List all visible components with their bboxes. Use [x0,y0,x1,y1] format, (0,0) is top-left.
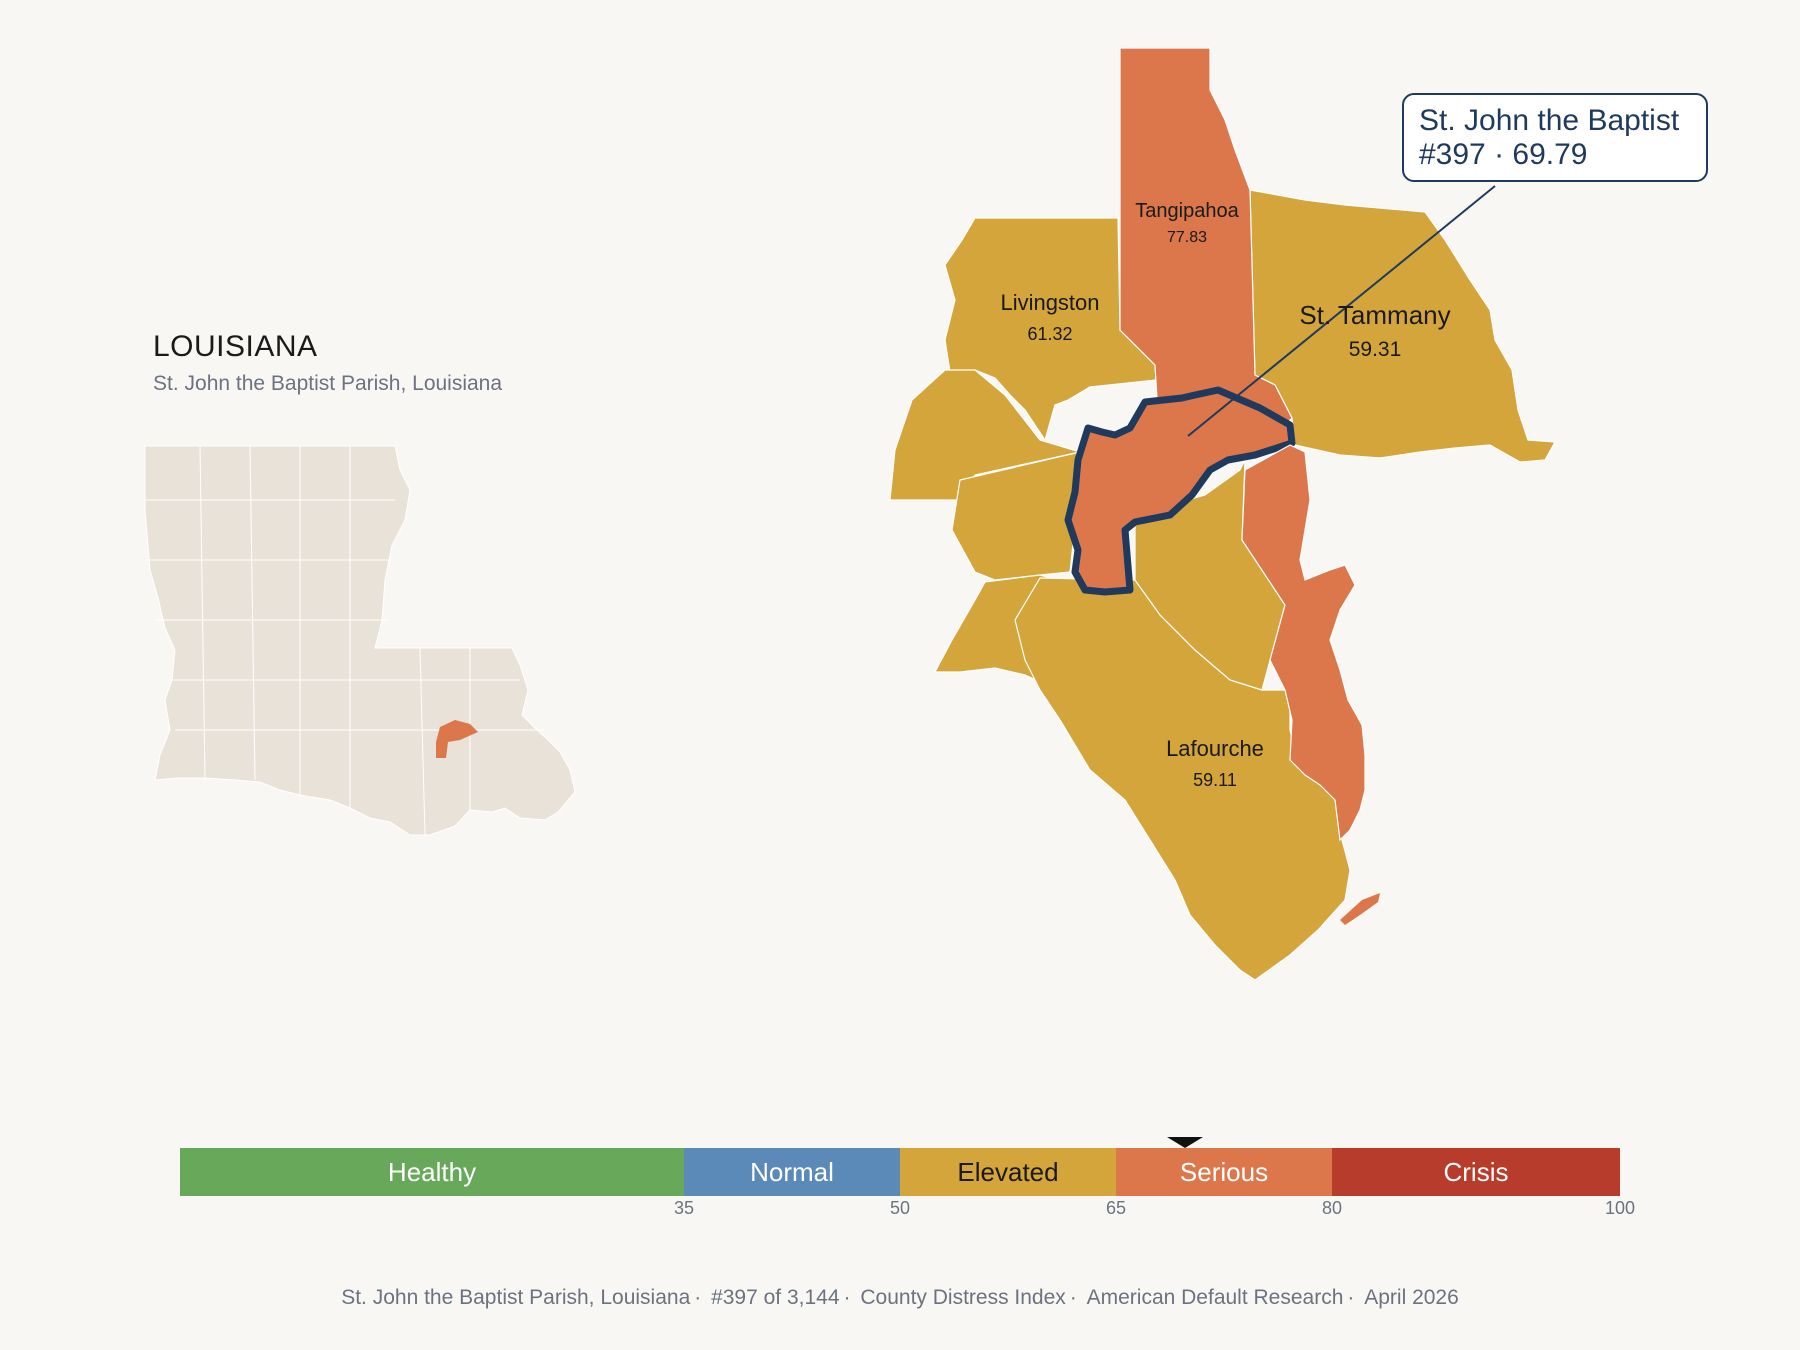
page-title: LOUISIANA [153,330,318,363]
legend-label: Crisis [1443,1156,1509,1187]
page-subtitle: St. John the Baptist Parish, Louisiana [153,372,503,395]
legend-tick: 65 [1105,1198,1127,1218]
label-value: 61.32 [1027,324,1073,344]
parish-eastern-strip [1241,444,1366,842]
legend-tick: 35 [673,1198,695,1218]
footer-item: American Default Research [1086,1286,1344,1309]
score-marker [1167,1137,1203,1148]
label-value: 59.11 [1193,770,1237,790]
highlight-callout: St. John the Baptist #397 · 69.79 [1402,93,1708,182]
label-name: St. Tammany [1299,300,1451,330]
label-livingston: Livingston 61.32 [990,290,1110,345]
legend-segment-elevated: Elevated [900,1148,1116,1196]
label-value: 59.31 [1348,338,1402,361]
louisiana-state-shape [144,445,576,836]
legend-segment-crisis: Crisis [1332,1148,1620,1196]
label-st-tammany: St. Tammany 59.31 [1290,300,1460,362]
callout-name: St. John the Baptist [1419,104,1680,137]
legend-segment-normal: Normal [684,1148,900,1196]
parish-tangipahoa [1119,47,1293,461]
callout-rank-score: #397 · 69.79 [1419,138,1588,171]
legend-label: Normal [750,1156,834,1187]
legend-label: Serious [1179,1156,1269,1187]
label-lafourche: Lafourche 59.11 [1155,736,1275,791]
callout-leader-line [1187,185,1496,437]
label-name: Livingston [1000,290,1100,315]
label-value: 77.83 [1166,229,1208,246]
st-john-the-baptist-inset [436,720,478,758]
legend-tick: 50 [889,1198,911,1218]
legend-segment-healthy: Healthy [180,1148,684,1196]
footer: St. John the Baptist Parish, Louisiana · … [341,1286,1459,1309]
legend-tick: 100 [1604,1198,1636,1218]
legend-label: Elevated [957,1156,1059,1187]
footer-item: #397 of 3,144 [711,1286,840,1309]
label-tangipahoa: Tangipahoa 77.83 [1130,200,1244,247]
footer-item: April 2026 [1364,1286,1459,1309]
label-name: Tangipahoa [1135,200,1239,222]
footer-item: St. John the Baptist Parish, Louisiana [341,1286,691,1309]
parish-west-north [889,369,1083,501]
footer-item: County Distress Index [860,1286,1066,1309]
parish-st-john-the-baptist [1064,386,1296,596]
legend-tick: 80 [1321,1198,1343,1218]
legend-label: Healthy [387,1156,477,1187]
island-fragment [1340,893,1380,925]
label-name: Lafourche [1166,736,1264,761]
legend-segment-serious: Serious [1116,1148,1332,1196]
